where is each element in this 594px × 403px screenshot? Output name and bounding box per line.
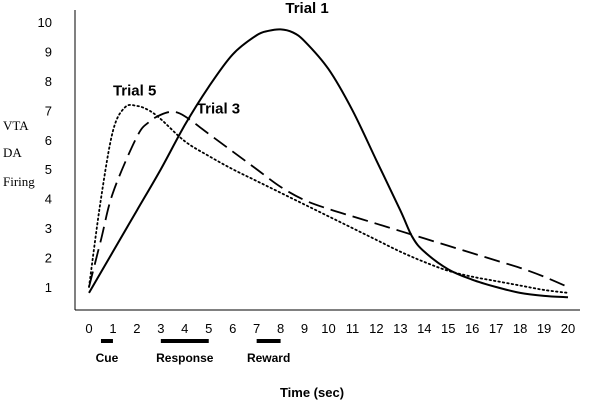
x-tick-label: 12	[369, 321, 383, 336]
x-tick-label: 18	[513, 321, 527, 336]
y-tick-labels: 1 2 3 4 5 6 7 8 9 10	[38, 15, 52, 295]
x-tick-label: 10	[321, 321, 335, 336]
x-tick-label: 15	[441, 321, 455, 336]
x-tick-label: 16	[465, 321, 479, 336]
x-tick-label: 13	[393, 321, 407, 336]
x-tick-label: 8	[277, 321, 284, 336]
y-tick-label: 2	[45, 251, 52, 266]
x-tick-label: 4	[181, 321, 188, 336]
phase-label: Reward	[247, 351, 290, 365]
x-tick-label: 14	[417, 321, 431, 336]
y-tick-label: 5	[45, 162, 52, 177]
x-tick-label: 7	[253, 321, 260, 336]
phase-bar	[160, 339, 209, 343]
series-annotation: Trial 5	[113, 83, 156, 100]
y-tick-label: 4	[45, 192, 52, 207]
y-axis-label: VTA DA Firing	[3, 118, 35, 189]
y-tick-label: 3	[45, 221, 52, 236]
x-axis-title: Time (sec)	[280, 385, 344, 400]
x-tick-label: 1	[109, 321, 116, 336]
x-tick-label: 9	[301, 321, 308, 336]
y-tick-label: 10	[38, 15, 52, 30]
x-tick-label: 11	[346, 321, 360, 336]
x-tick-label: 17	[489, 321, 503, 336]
series-labels: Trial 1 Trial 5 Trial 3	[113, 0, 329, 117]
series-line-trial-3	[88, 110, 569, 288]
y-tick-label: 1	[45, 280, 52, 295]
axes	[74, 10, 580, 311]
phase-bar	[100, 339, 113, 343]
series-line-trial-5	[88, 104, 569, 294]
y-tick-label: 6	[45, 133, 52, 148]
x-tick-label: 0	[85, 321, 92, 336]
y-axis-label-line: Firing	[3, 174, 35, 189]
x-tick-label: 5	[205, 321, 212, 336]
x-tick-label: 6	[229, 321, 236, 336]
series-annotation: Trial 1	[285, 0, 328, 17]
y-tick-label: 8	[45, 74, 52, 89]
y-tick-label: 9	[45, 44, 52, 59]
phase-markers: Cue Response Reward	[96, 339, 290, 365]
x-tick-label: 19	[537, 321, 551, 336]
phase-bar	[256, 339, 281, 343]
y-axis-label-line: DA	[3, 145, 22, 160]
phase-label: Cue	[96, 351, 119, 365]
x-tick-labels: 0 1 2 3 4 5 6 7 8 9 10 11 12 13 14 15 16 17 18 19 20	[85, 321, 575, 336]
y-axis-label-line: VTA	[3, 118, 29, 133]
series-line-trial-1	[88, 28, 569, 299]
phase-label: Response	[156, 351, 214, 365]
y-tick-label: 7	[45, 103, 52, 118]
x-tick-label: 20	[561, 321, 575, 336]
x-tick-label: 3	[157, 321, 164, 336]
series-group	[88, 28, 569, 299]
x-tick-label: 2	[133, 321, 140, 336]
series-annotation: Trial 3	[197, 100, 240, 117]
